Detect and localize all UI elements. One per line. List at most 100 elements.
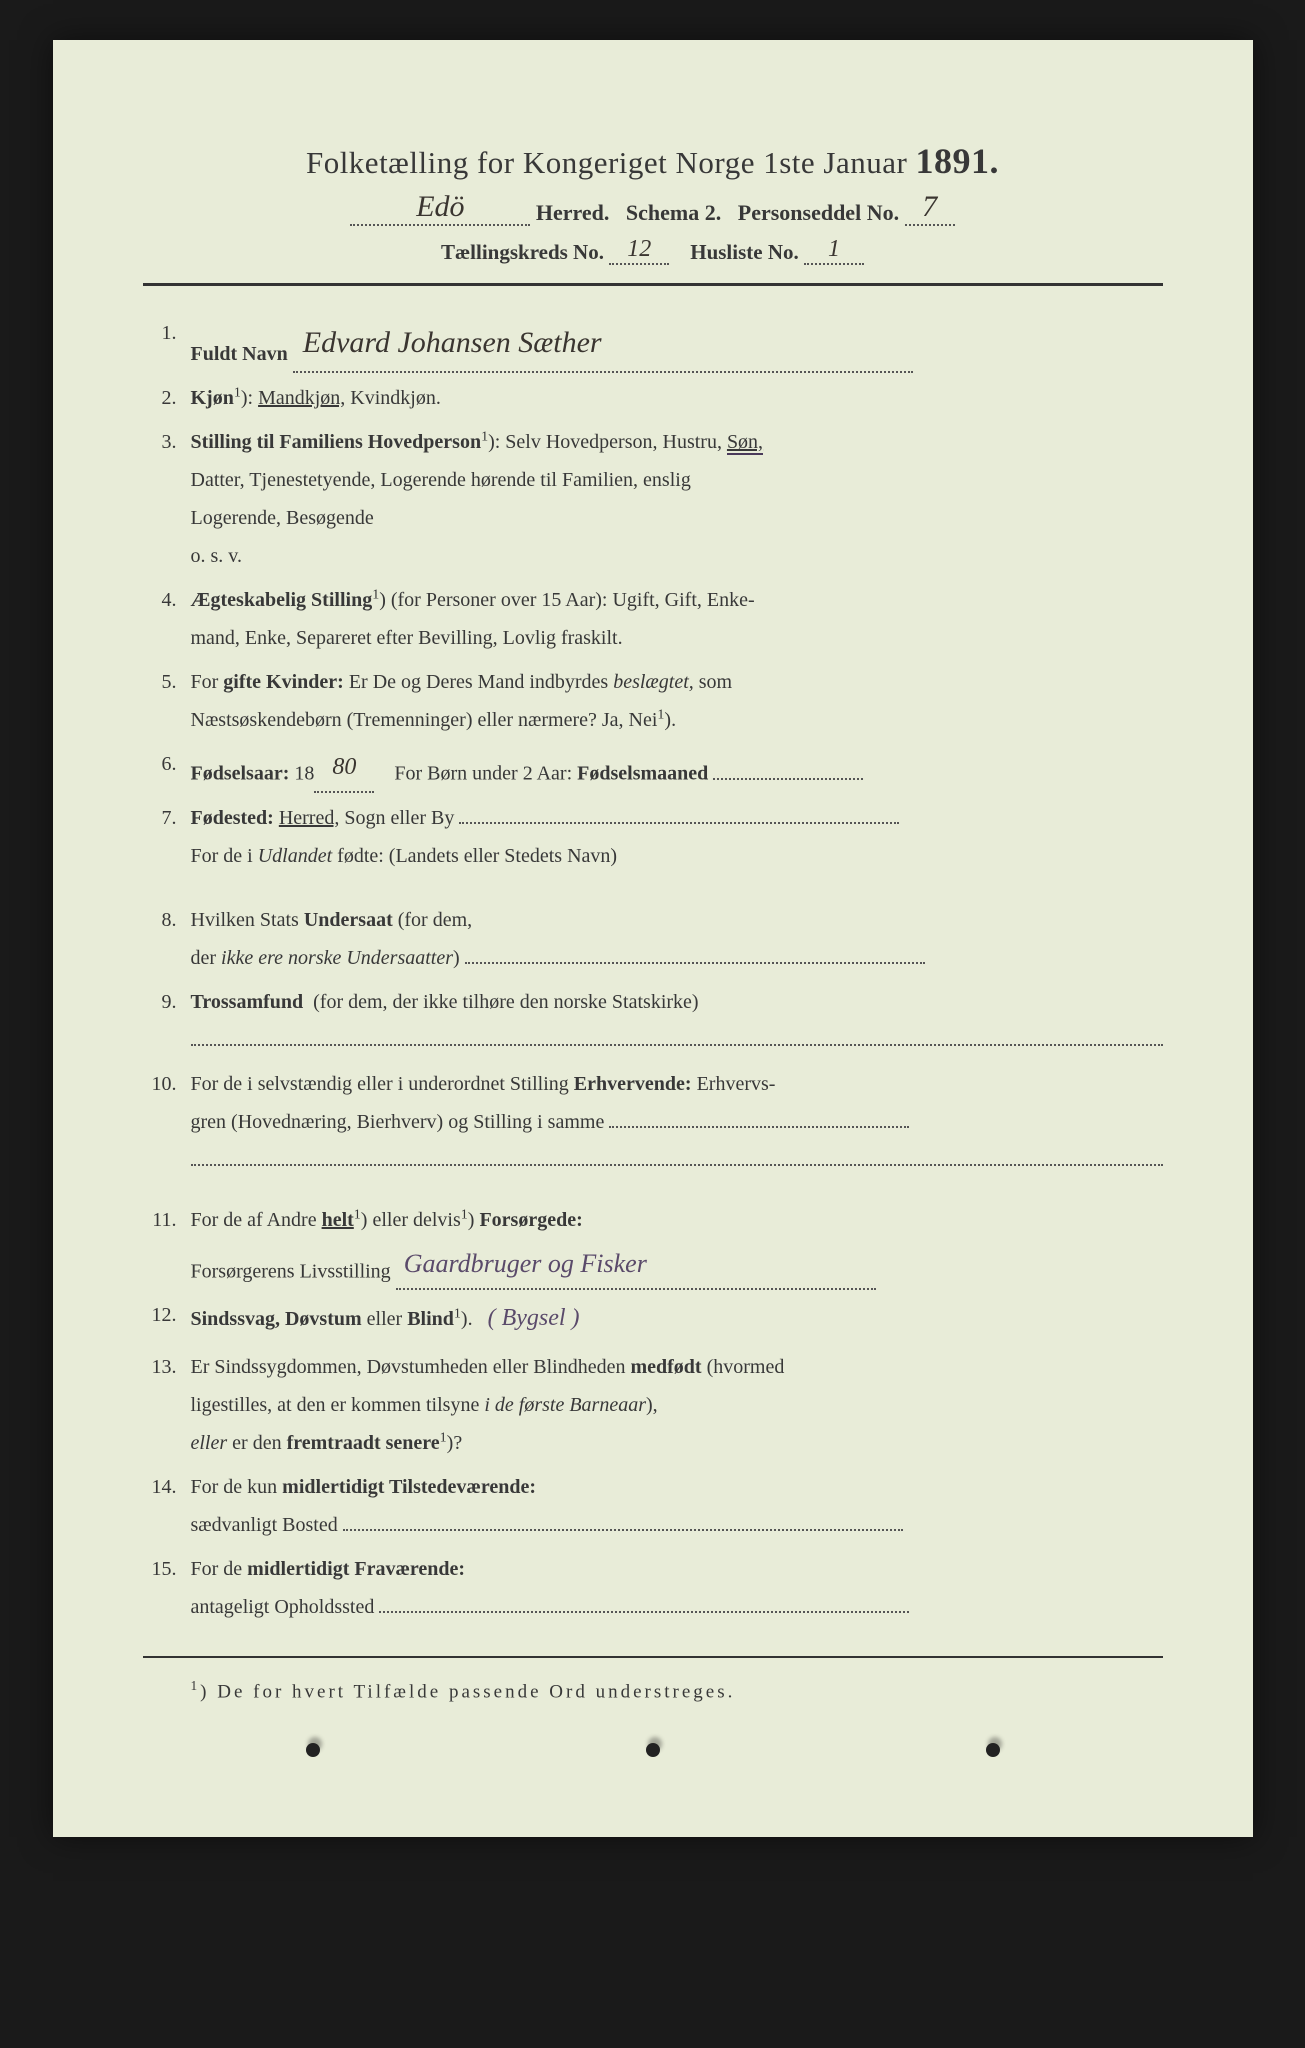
herred-label: Herred. [536,200,610,225]
herred-value: Edö [416,190,464,223]
text4: Forsørgerens Livsstilling [191,1260,391,1282]
sup: 1 [440,1430,447,1445]
bold1: midlertidigt Fraværende: [247,1558,465,1580]
line1: Selv Hovedperson, Hustru, [505,431,722,453]
citizen-field [465,962,925,964]
entry-13: 13. Er Sindssygdommen, Døvstumheden elle… [143,1348,1163,1462]
herred-field: Edö [350,190,530,226]
text2: ) eller delvis [361,1209,461,1231]
tail: ) [453,947,460,969]
label: Trossamfund [191,991,304,1013]
residence-field [343,1529,903,1531]
text1: For de i selvstændig eller i underordnet… [191,1073,569,1095]
text2: (for dem, [398,909,472,931]
hole-icon [306,1743,320,1757]
subtitle-1: Edö Herred. Schema 2. Personseddel No. 7 [143,190,1163,226]
husliste-label: Husliste No. [690,240,799,264]
label: Kjøn [191,387,234,409]
text2: mand, Enke, Separeret efter Bevilling, L… [191,627,623,649]
kreds-label: Tællingskreds No. [441,240,604,264]
entry-body: Trossamfund (for dem, der ikke tilhøre d… [191,983,1163,1059]
entry-9: 9. Trossamfund (for dem, der ikke tilhør… [143,983,1163,1059]
religion-field [191,1044,1163,1046]
bold2: Blind [407,1308,454,1330]
title-year: 1891. [916,141,1000,181]
entry-num: 4. [143,581,191,657]
label: Stilling til Familiens Hovedperson [191,431,482,453]
text3: ligestilles, at den er kommen tilsyne [191,1394,480,1416]
entry-body: Fødested: Herred, Sogn eller By For de i… [191,799,1163,875]
bold1: midlertidigt Tilstedeværende: [282,1476,536,1498]
bold1: Undersaat [304,909,393,931]
text2: For de i [191,845,253,867]
hole-icon [646,1743,660,1757]
bold2: Forsørgede: [479,1209,582,1231]
main-title: Folketælling for Kongeriget Norge 1ste J… [143,140,1163,182]
footer-divider [143,1656,1163,1658]
entry-body: For de af Andre helt1) eller delvis1) Fo… [191,1201,1163,1290]
title-text: Folketælling for Kongeriget Norge 1ste J… [306,145,907,180]
entry-15: 15. For de midlertidigt Fraværende: anta… [143,1550,1163,1626]
entry-num: 11. [143,1201,191,1290]
entry-body: Stilling til Familiens Hovedperson1): Se… [191,423,1163,575]
text1: eller [367,1308,403,1330]
entry-body: Fødselsaar: 1880 For Børn under 2 Aar: F… [191,745,1163,793]
entry-num: 14. [143,1468,191,1544]
entry-body: For de kun midlertidigt Tilstedeværende:… [191,1468,1163,1544]
husliste-field: 1 [804,236,864,265]
for: For [191,671,219,693]
bold1: Erhvervende: [574,1073,692,1095]
line4: o. s. v. [191,545,242,567]
entry-num: 12. [143,1296,191,1342]
text3: gren (Hovednæring, Bierhverv) og Stillin… [191,1111,605,1133]
birthplace-field [459,822,899,824]
footnote-text: ) De for hvert Tilfælde passende Ord und… [200,1681,735,1702]
entry-num: 15. [143,1550,191,1626]
provider-field: Gaardbruger og Fisker [396,1239,876,1290]
selected: Søn, [727,431,763,455]
spacer [143,881,1163,901]
entry-body: For gifte Kvinder: Er De og Deres Mand i… [191,663,1163,739]
label: Fødested: [191,807,274,829]
provider-value: Gaardbruger og Fisker [404,1249,647,1278]
census-document: Folketælling for Kongeriget Norge 1ste J… [53,40,1253,1837]
occupation-field2 [191,1164,1163,1166]
text4: er den [232,1432,281,1454]
text1: (for dem, der ikke tilhøre den norske St… [313,991,698,1013]
entry-num: 10. [143,1065,191,1179]
entry-body: For de i selvstændig eller i underordnet… [191,1065,1163,1179]
personseddel-value: 7 [922,190,937,223]
personseddel-label: Personseddel No. [738,200,899,225]
bold2: Fødselsmaaned [577,763,708,785]
text2: som [699,671,732,693]
year-value: 80 [314,745,374,793]
kreds-value: 12 [627,236,651,262]
spacer [143,1185,1163,1201]
sup1: 1 [354,1207,361,1222]
selected: Mandkjøn, [258,387,345,409]
sup: 1 [454,1306,461,1321]
entry-5: 5. For gifte Kvinder: Er De og Deres Man… [143,663,1163,739]
footnote: 1) De for hvert Tilfælde passende Ord un… [143,1678,1163,1703]
text2: (hvormed [707,1356,785,1378]
text3: fødte: (Landets eller Stedets Navn) [337,845,617,867]
entry-10: 10. For de i selvstændig eller i underor… [143,1065,1163,1179]
entry-3: 3. Stilling til Familiens Hovedperson1):… [143,423,1163,575]
tail: ). [461,1308,473,1330]
sup2: 1 [461,1207,468,1222]
entry-2: 2. Kjøn1): Mandkjøn, Kvindkjøn. [143,379,1163,417]
tail2: )? [447,1432,463,1454]
text1: For de kun [191,1476,278,1498]
entry-4: 4. Ægteskabelig Stilling1) (for Personer… [143,581,1163,657]
text1: ) (for Personer over 15 Aar): Ugift, Gif… [379,589,754,611]
label: Fødselsaar: [191,763,290,785]
opt-rest: Kvindkjøn. [350,387,441,409]
entry-body: Er Sindssygdommen, Døvstumheden eller Bl… [191,1348,1163,1462]
line3: Logerende, Besøgende [191,507,374,529]
text2: antageligt Opholdssted [191,1596,375,1618]
text2: sædvanligt Bosted [191,1514,338,1536]
name-field: Edvard Johansen Sæther [293,314,913,373]
line2: Datter, Tjenestetyende, Logerende hørend… [191,469,691,491]
subtitle-2: Tællingskreds No. 12 Husliste No. 1 [143,236,1163,265]
personseddel-field: 7 [905,190,955,226]
